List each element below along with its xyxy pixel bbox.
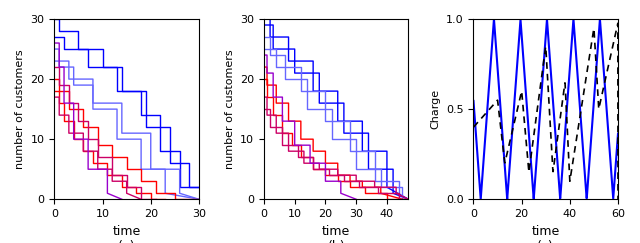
Text: (c): (c) — [538, 240, 554, 243]
Y-axis label: Charge: Charge — [431, 89, 440, 129]
Text: (b): (b) — [328, 240, 345, 243]
Y-axis label: number of customers: number of customers — [15, 49, 25, 169]
X-axis label: time: time — [113, 225, 141, 238]
Y-axis label: number of customers: number of customers — [225, 49, 234, 169]
X-axis label: time: time — [532, 225, 560, 238]
Text: (a): (a) — [118, 240, 136, 243]
X-axis label: time: time — [322, 225, 350, 238]
